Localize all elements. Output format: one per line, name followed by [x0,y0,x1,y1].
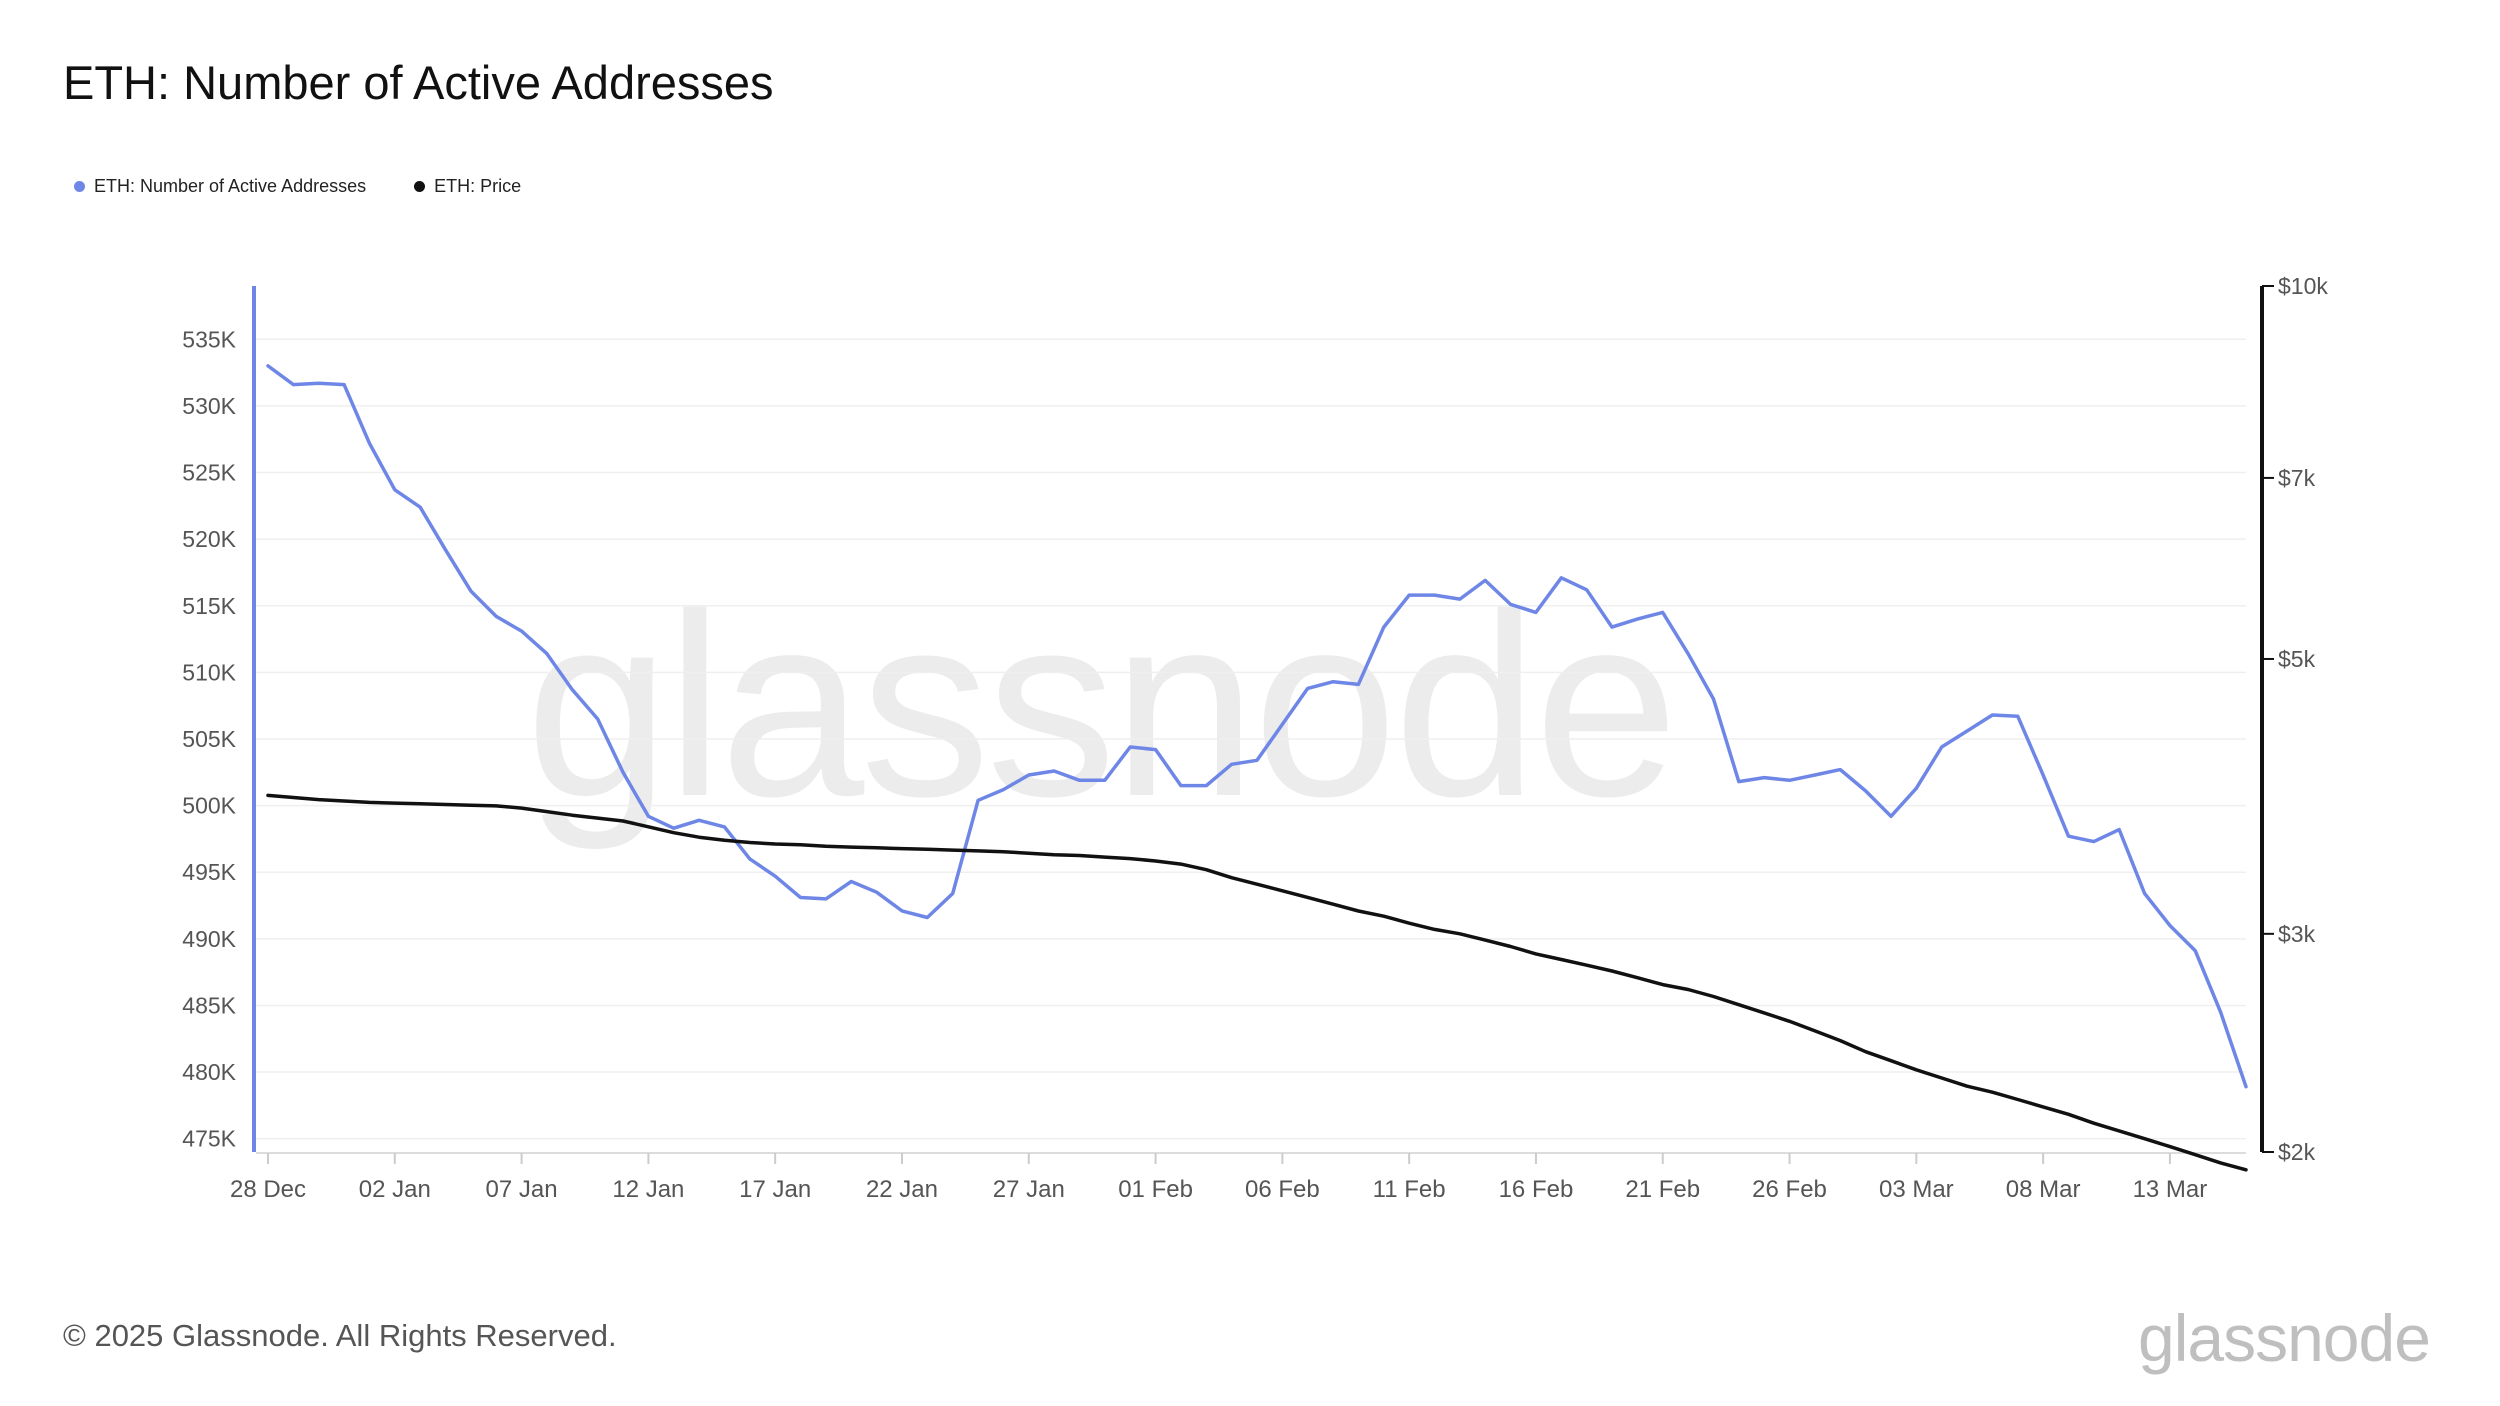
y-right-tick-label: $2k [2278,1139,2316,1165]
legend-item-active-addresses[interactable]: ETH: Number of Active Addresses [74,176,366,197]
x-tick-label: 16 Feb [1499,1176,1574,1203]
x-tick-label: 12 Jan [612,1176,684,1203]
watermark: glassnode [525,561,1674,852]
legend-label-active-addresses: ETH: Number of Active Addresses [94,176,367,196]
series [266,364,2248,1172]
grid [256,338,2246,1140]
series-line-active-addresses [266,364,2248,1089]
legend-item-price[interactable]: ETH: Price [414,176,521,197]
x-tick-label: 28 Dec [230,1176,306,1203]
axes: 475K 480K 485K 490K 495K 500K 505K 510K 515K 520K… [182,273,2328,1203]
x-tick-label: 17 Jan [739,1176,811,1203]
x-tick-label: 07 Jan [486,1176,558,1203]
y-left-tick-label: 535K [182,326,236,352]
copyright-text: © 2025 Glassnode. All Rights Reserved. [63,1318,617,1353]
y-left-tick-label: 500K [182,793,236,819]
y-left-tick-label: 525K [182,460,236,486]
chart-title: ETH: Number of Active Addresses [63,56,774,109]
legend-label-price: ETH: Price [434,176,522,196]
x-tick-label: 21 Feb [1625,1176,1700,1203]
chart-legend: ETH: Number of Active Addresses ETH: Pri… [74,176,521,197]
y-left-tick-label: 475K [182,1126,236,1152]
y-right-tick-label: $10k [2278,273,2328,299]
y-left-tick-label: 480K [182,1059,236,1085]
y-left-tick-label: 520K [182,526,236,552]
glassnode-logo: glassnode [2138,1301,2431,1375]
y-left-tick-label: 530K [182,393,236,419]
y-right-tick-label: $5k [2278,646,2316,672]
y-right-tick-label: $3k [2278,921,2316,947]
y-left-tick-label: 490K [182,926,236,952]
legend-dot-price [414,181,426,192]
x-tick-label: 06 Feb [1245,1176,1320,1203]
x-tick-label: 13 Mar [2133,1176,2208,1203]
x-tick-label: 01 Feb [1118,1176,1193,1203]
y-left-tick-label: 495K [182,859,236,885]
x-tick-label: 02 Jan [359,1176,431,1203]
x-tick-label: 08 Mar [2006,1176,2081,1203]
x-tick-label: 11 Feb [1373,1176,1446,1203]
y-left-tick-label: 505K [182,726,236,752]
x-tick-label: 22 Jan [866,1176,938,1203]
x-tick-label: 26 Feb [1752,1176,1827,1203]
x-tick-label: 03 Mar [1879,1176,1954,1203]
y-left-tick-label: 485K [182,992,236,1018]
series-line-price [266,793,2248,1172]
y-left-tick-label: 510K [182,659,236,685]
y-left-tick-label: 515K [182,593,236,619]
y-right-tick-label: $7k [2278,465,2316,491]
x-tick-label: 27 Jan [993,1176,1065,1203]
legend-dot-active-addresses [74,181,85,192]
